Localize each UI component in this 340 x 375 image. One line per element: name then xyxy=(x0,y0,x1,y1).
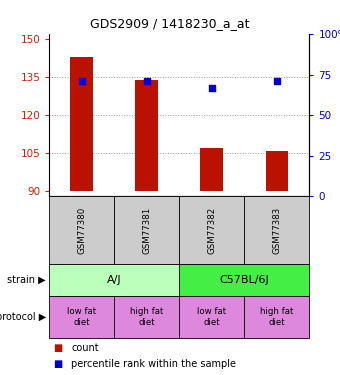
Text: high fat
diet: high fat diet xyxy=(130,308,164,327)
Bar xyxy=(135,80,158,191)
Text: low fat
diet: low fat diet xyxy=(197,308,226,327)
Text: ■: ■ xyxy=(53,343,62,353)
Text: C57BL/6J: C57BL/6J xyxy=(220,275,269,285)
Text: strain ▶: strain ▶ xyxy=(7,275,46,285)
Bar xyxy=(201,148,223,191)
Text: GDS2909 / 1418230_a_at: GDS2909 / 1418230_a_at xyxy=(90,17,250,30)
Text: GSM77382: GSM77382 xyxy=(207,207,216,254)
Bar xyxy=(70,57,93,191)
Text: ■: ■ xyxy=(53,359,62,369)
Text: A/J: A/J xyxy=(107,275,122,285)
Text: count: count xyxy=(71,343,99,353)
Text: percentile rank within the sample: percentile rank within the sample xyxy=(71,359,236,369)
Text: GSM77383: GSM77383 xyxy=(272,207,282,254)
Point xyxy=(274,78,279,84)
Point xyxy=(79,78,85,84)
Text: low fat
diet: low fat diet xyxy=(67,308,96,327)
Bar xyxy=(266,150,288,191)
Point xyxy=(209,85,215,91)
Text: GSM77380: GSM77380 xyxy=(77,207,86,254)
Point xyxy=(144,78,150,84)
Text: high fat
diet: high fat diet xyxy=(260,308,293,327)
Text: protocol ▶: protocol ▶ xyxy=(0,312,46,322)
Text: GSM77381: GSM77381 xyxy=(142,207,151,254)
